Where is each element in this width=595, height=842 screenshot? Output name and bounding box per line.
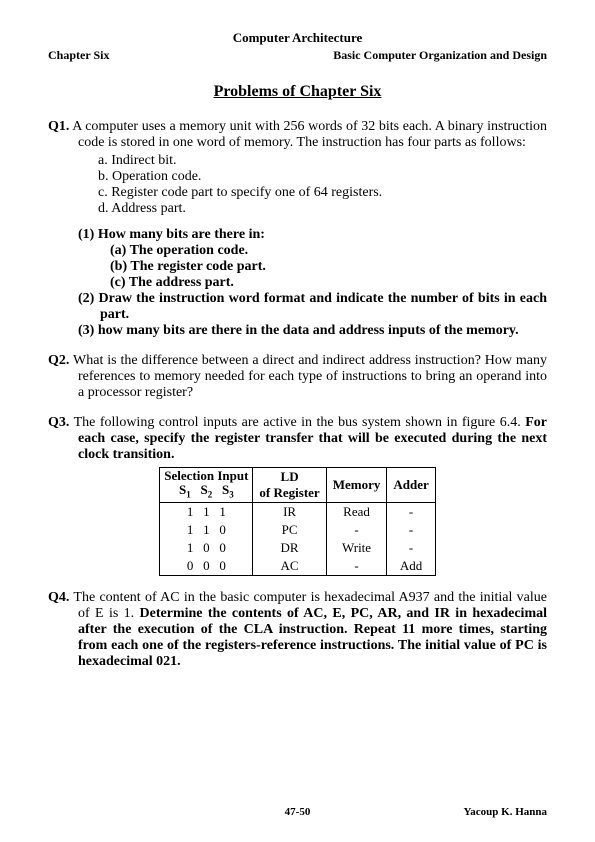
cell: 1 (187, 522, 194, 537)
th-s3-sub: 3 (229, 490, 234, 500)
cell: - (387, 539, 435, 557)
th-s1-sub: 1 (186, 490, 191, 500)
th-add: Adder (387, 468, 435, 503)
cell: 0 (203, 558, 210, 573)
cell: IR (253, 503, 326, 522)
doc-header-title: Computer Architecture (48, 30, 547, 46)
chapter-label: Chapter Six (48, 48, 109, 63)
cell: 1 (203, 504, 210, 519)
q3-intro: The following control inputs are active … (74, 415, 526, 430)
cell: 0 (219, 540, 226, 555)
cell: Add (387, 557, 435, 576)
cell: Write (326, 539, 387, 557)
q1-p1b: (b) The register code part. (110, 259, 547, 275)
page-title: Problems of Chapter Six (48, 83, 547, 101)
cell: 0 (219, 558, 226, 573)
question-3: Q3. The following control inputs are act… (48, 415, 547, 576)
cell: - (387, 503, 435, 522)
th-s2: S (200, 482, 207, 497)
th-ld-bot: of Register (259, 485, 319, 500)
cell: DR (253, 539, 326, 557)
q1-c: c. Register code part to specify one of … (98, 185, 547, 201)
q3-label: Q3. (48, 415, 69, 430)
question-2: Q2. What is the difference between a dir… (48, 353, 547, 401)
q1-a: a. Indirect bit. (98, 153, 547, 169)
footer: 47-50 Yacoup K. Hanna (48, 806, 547, 818)
cell: 0 (203, 540, 210, 555)
author-name: Yacoup K. Hanna (464, 806, 547, 818)
table-row: 0 0 0 AC - Add (160, 557, 435, 576)
th-sel-top: Selection Input (164, 468, 248, 483)
table-row: 1 1 0 PC - - (160, 521, 435, 539)
cell: 1 (187, 504, 194, 519)
q1-p1: (1) How many bits are there in: (78, 227, 547, 243)
th-ld-top: LD (281, 469, 299, 484)
cell: 1 (219, 504, 226, 519)
q2-text: What is the difference between a direct … (73, 353, 547, 400)
q1-p1c: (c) The address part. (110, 275, 547, 291)
q4-bold: Determine the contents of AC, E, PC, AR,… (78, 606, 547, 669)
cell: - (326, 557, 387, 576)
bus-table: Selection Input S1 S2 S3 LD of Register … (159, 467, 435, 576)
cell: 0 (219, 522, 226, 537)
q4-label: Q4. (48, 590, 69, 605)
cell: - (387, 521, 435, 539)
table-row: 1 1 1 IR Read - (160, 503, 435, 522)
q1-d: d. Address part. (98, 201, 547, 217)
q1-p1a: (a) The operation code. (110, 243, 547, 259)
question-4: Q4. The content of AC in the basic compu… (48, 590, 547, 670)
cell: AC (253, 557, 326, 576)
q1-b: b. Operation code. (98, 169, 547, 185)
q2-label: Q2. (48, 353, 69, 368)
chapter-topic: Basic Computer Organization and Design (333, 48, 547, 63)
cell: 1 (203, 522, 210, 537)
q1-p3: (3) how many bits are there in the data … (78, 323, 547, 339)
q1-label: Q1. (48, 119, 69, 134)
cell: PC (253, 521, 326, 539)
question-1: Q1. A computer uses a memory unit with 2… (48, 119, 547, 339)
table-row: 1 0 0 DR Write - (160, 539, 435, 557)
q1-intro: A computer uses a memory unit with 256 w… (72, 119, 547, 150)
cell: - (326, 521, 387, 539)
cell: Read (326, 503, 387, 522)
cell: 0 (187, 558, 194, 573)
q1-p2: (2) Draw the instruction word format and… (78, 291, 547, 323)
th-mem: Memory (326, 468, 387, 503)
th-s2-sub: 2 (208, 490, 213, 500)
cell: 1 (187, 540, 194, 555)
